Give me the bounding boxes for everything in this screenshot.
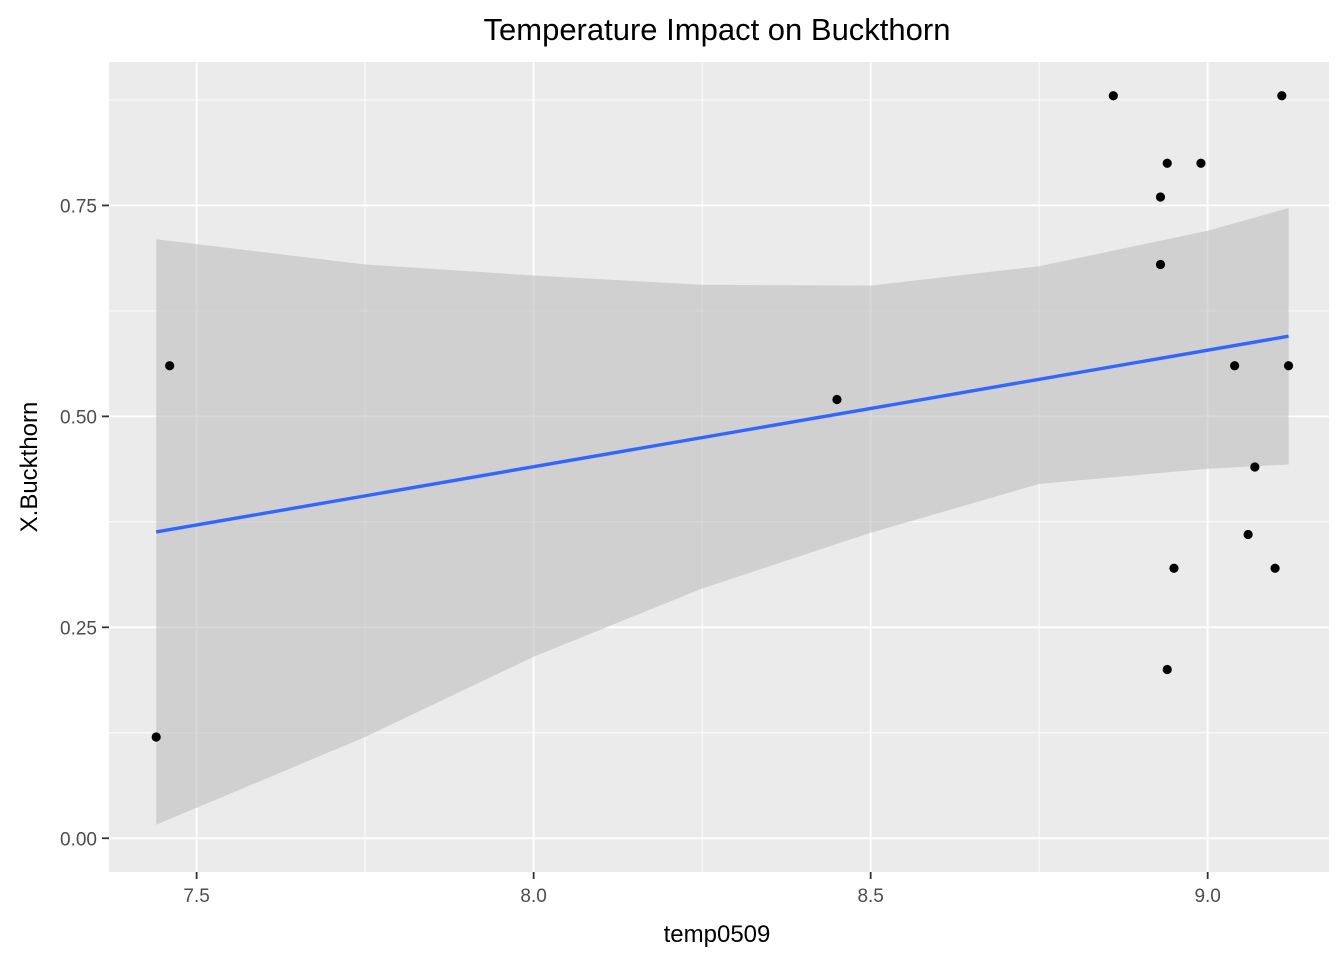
- data-point: [1169, 563, 1179, 573]
- data-point: [832, 394, 842, 405]
- data-point: [1108, 91, 1118, 101]
- y-tick-label: 0.25: [60, 618, 97, 639]
- chart-title: Temperature Impact on Buckthorn: [484, 12, 951, 47]
- x-tick-label: 9.0: [1194, 886, 1220, 907]
- data-point: [1196, 158, 1206, 168]
- data-point: [1162, 158, 1172, 168]
- data-point: [1155, 259, 1166, 270]
- x-tick-label: 8.5: [857, 886, 883, 907]
- data-point: [1243, 529, 1253, 540]
- x-tick-label: 7.5: [183, 886, 209, 907]
- data-point: [1277, 91, 1287, 101]
- y-axis-title: X.Buckthorn: [16, 402, 43, 533]
- y-axis-ticks: 0.00 0.25 0.50 0.75: [60, 196, 109, 850]
- x-tick-label: 8.0: [520, 886, 546, 907]
- data-point: [151, 732, 161, 742]
- data-point: [1155, 192, 1166, 202]
- y-tick-label: 0.50: [60, 407, 97, 428]
- data-points: [151, 91, 1294, 742]
- data-point: [1270, 563, 1280, 573]
- data-point: [1283, 361, 1294, 371]
- data-point: [1250, 462, 1260, 472]
- data-point: [1230, 361, 1240, 371]
- confidence-band: [156, 208, 1289, 825]
- x-axis-ticks: 7.5 8.0 8.5 9.0: [183, 872, 1221, 907]
- data-point: [1162, 664, 1172, 675]
- x-axis-title: temp0509: [664, 921, 771, 948]
- data-point: [165, 361, 175, 371]
- trend-line: [155, 334, 1289, 534]
- y-tick-label: 0.75: [60, 196, 97, 217]
- y-tick-label: 0.00: [60, 829, 97, 850]
